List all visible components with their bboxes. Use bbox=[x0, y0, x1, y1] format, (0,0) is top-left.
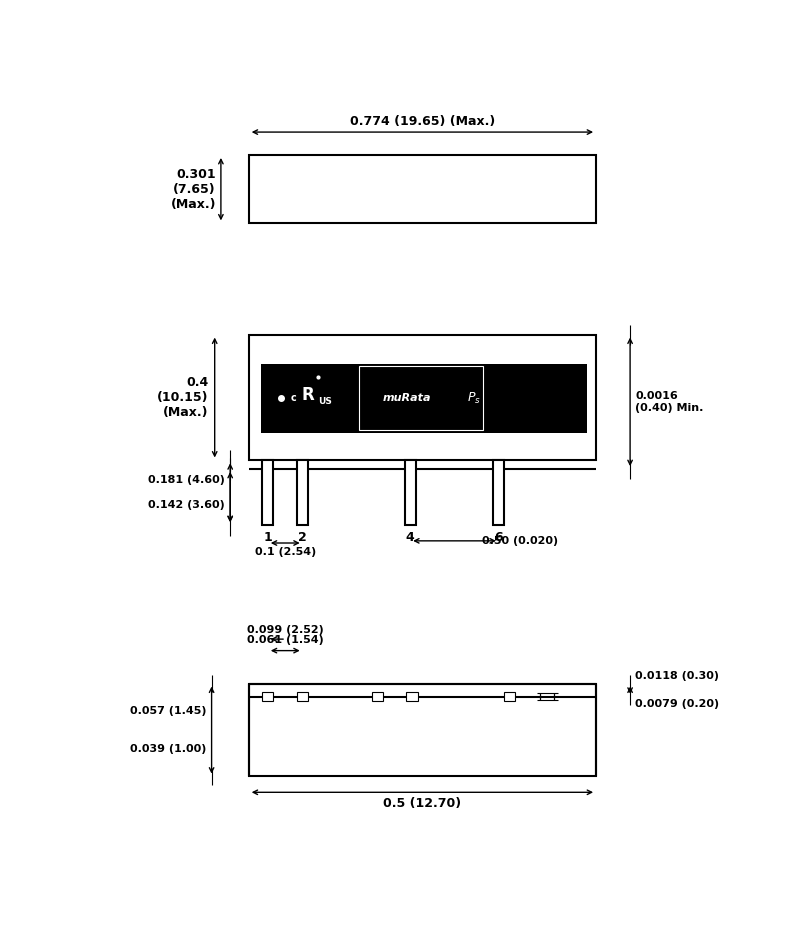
Text: 0.50 (0.020): 0.50 (0.020) bbox=[482, 536, 558, 546]
Text: muRata: muRata bbox=[382, 393, 431, 403]
Text: $\mathit{P_s}$: $\mathit{P_s}$ bbox=[467, 391, 482, 406]
Text: 0.301
(7.65)
(Max.): 0.301 (7.65) (Max.) bbox=[170, 168, 216, 211]
Text: 0.061 (1.54): 0.061 (1.54) bbox=[247, 634, 324, 645]
Bar bbox=[504, 692, 514, 702]
Bar bbox=[249, 335, 596, 460]
Bar bbox=[372, 692, 383, 702]
Text: 0.181 (4.60): 0.181 (4.60) bbox=[148, 475, 226, 485]
Text: 0.057 (1.45): 0.057 (1.45) bbox=[130, 706, 206, 717]
Text: 0.142 (3.60): 0.142 (3.60) bbox=[149, 500, 226, 510]
Text: 0.774 (19.65) (Max.): 0.774 (19.65) (Max.) bbox=[350, 115, 495, 128]
Bar bbox=[405, 460, 416, 525]
Text: 2: 2 bbox=[298, 531, 307, 544]
Text: 0.099 (2.52): 0.099 (2.52) bbox=[247, 625, 324, 634]
Text: 0.4
(10.15)
(Max.): 0.4 (10.15) (Max.) bbox=[157, 376, 209, 419]
Text: 0.0118 (0.30): 0.0118 (0.30) bbox=[635, 671, 719, 681]
Text: 6: 6 bbox=[494, 531, 503, 544]
Text: 0.039 (1.00): 0.039 (1.00) bbox=[130, 744, 206, 754]
Text: 1: 1 bbox=[263, 531, 272, 544]
Text: 4: 4 bbox=[406, 531, 414, 544]
Text: 0.0016
(0.40) Min.: 0.0016 (0.40) Min. bbox=[635, 391, 703, 412]
Bar bbox=[249, 155, 596, 223]
Text: US: US bbox=[318, 397, 332, 406]
Text: 0.5 (12.70): 0.5 (12.70) bbox=[383, 797, 462, 810]
Bar bbox=[297, 692, 308, 702]
Text: c: c bbox=[291, 393, 297, 403]
Bar bbox=[494, 460, 504, 525]
Bar bbox=[297, 460, 308, 525]
Bar bbox=[262, 460, 274, 525]
Text: 0.0079 (0.20): 0.0079 (0.20) bbox=[635, 700, 719, 709]
Bar bbox=[406, 692, 418, 702]
Bar bbox=[262, 364, 586, 433]
Bar bbox=[249, 684, 596, 776]
Text: 0.1 (2.54): 0.1 (2.54) bbox=[254, 548, 316, 557]
Bar bbox=[262, 692, 274, 702]
Bar bbox=[359, 367, 482, 430]
Text: $\bf{R}$: $\bf{R}$ bbox=[301, 385, 316, 404]
